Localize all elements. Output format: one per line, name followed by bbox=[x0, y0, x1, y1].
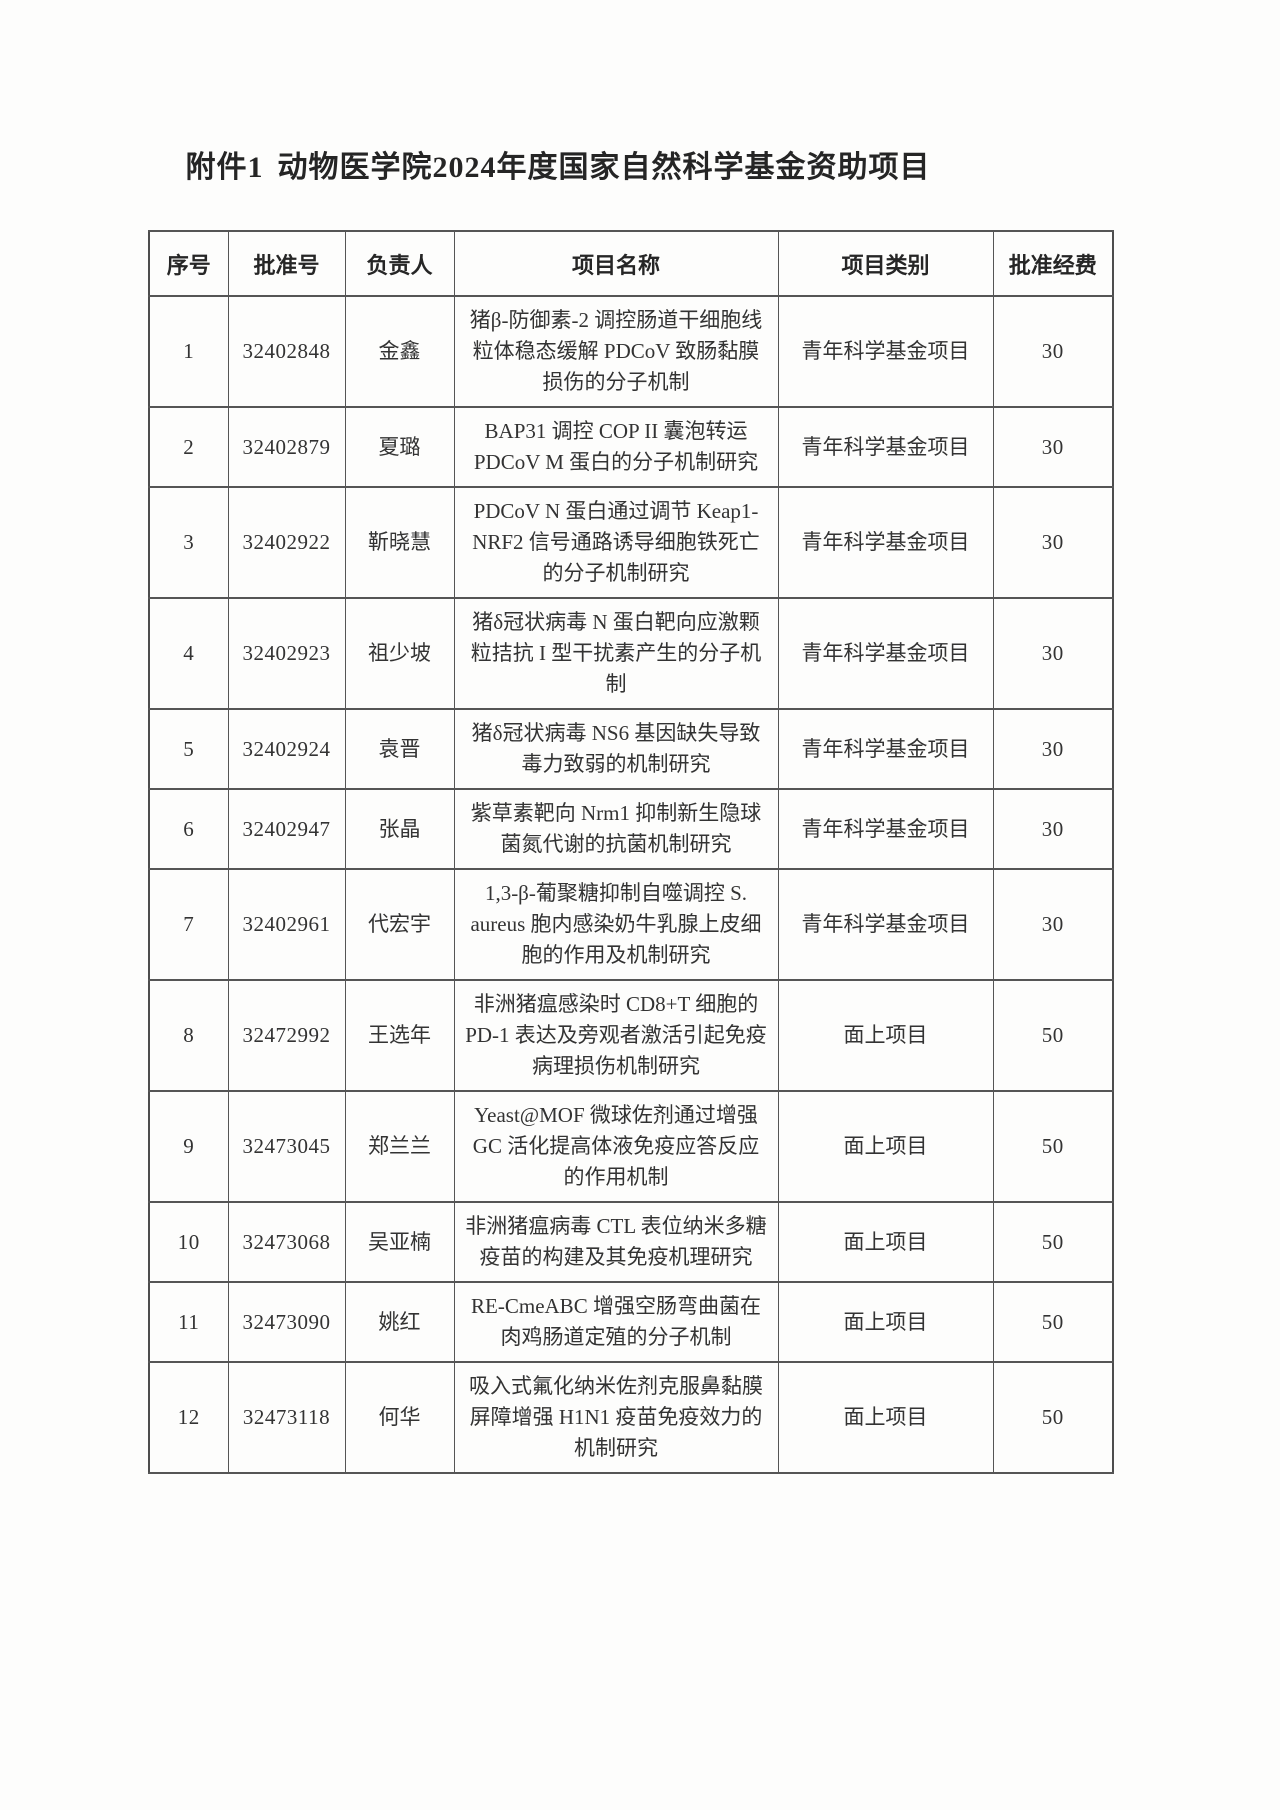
cell-serial: 7 bbox=[148, 868, 229, 981]
cell-category: 面上项目 bbox=[777, 1361, 994, 1474]
cell-category: 青年科学基金项目 bbox=[777, 597, 994, 710]
table-row: 11 32473090 姚红 RE-CmeABC 增强空肠弯曲菌在肉鸡肠道定殖的… bbox=[148, 1281, 1114, 1363]
cell-project-title: 猪δ冠状病毒 N 蛋白靶向应激颗粒拮抗 I 型干扰素产生的分子机制 bbox=[453, 597, 779, 710]
cell-pi-name: 王选年 bbox=[344, 979, 455, 1092]
cell-project-title: 猪δ冠状病毒 NS6 基因缺失导致毒力致弱的机制研究 bbox=[453, 708, 779, 790]
cell-grant-number: 32473045 bbox=[227, 1090, 346, 1203]
table-header-row: 序号 批准号 负责人 项目名称 项目类别 批准经费 bbox=[148, 230, 1114, 297]
cell-project-title: PDCoV N 蛋白通过调节 Keap1-NRF2 信号通路诱导细胞铁死亡的分子… bbox=[453, 486, 779, 599]
cell-project-title: 紫草素靶向 Nrm1 抑制新生隐球菌氮代谢的抗菌机制研究 bbox=[453, 788, 779, 870]
cell-serial: 6 bbox=[148, 788, 229, 870]
cell-pi-name: 张晶 bbox=[344, 788, 455, 870]
cell-budget: 30 bbox=[992, 295, 1114, 408]
cell-budget: 30 bbox=[992, 868, 1114, 981]
attachment-label: 附件1 bbox=[185, 151, 264, 184]
header-category: 项目类别 bbox=[777, 230, 994, 297]
cell-serial: 11 bbox=[148, 1281, 229, 1363]
cell-budget: 50 bbox=[992, 979, 1114, 1092]
cell-grant-number: 32402922 bbox=[227, 486, 346, 599]
table-row: 1 32402848 金鑫 猪β-防御素-2 调控肠道干细胞线粒体稳态缓解 PD… bbox=[148, 295, 1114, 408]
cell-serial: 1 bbox=[148, 295, 229, 408]
table-row: 8 32472992 王选年 非洲猪瘟感染时 CD8+T 细胞的 PD-1 表达… bbox=[148, 979, 1114, 1092]
cell-grant-number: 32402961 bbox=[227, 868, 346, 981]
cell-grant-number: 32402923 bbox=[227, 597, 346, 710]
cell-grant-number: 32402848 bbox=[227, 295, 346, 408]
cell-serial: 4 bbox=[148, 597, 229, 710]
cell-serial: 5 bbox=[148, 708, 229, 790]
cell-category: 青年科学基金项目 bbox=[777, 406, 994, 488]
cell-grant-number: 32402879 bbox=[227, 406, 346, 488]
cell-category: 青年科学基金项目 bbox=[777, 295, 994, 408]
cell-budget: 30 bbox=[992, 597, 1114, 710]
cell-budget: 30 bbox=[992, 788, 1114, 870]
cell-serial: 9 bbox=[148, 1090, 229, 1203]
cell-category: 面上项目 bbox=[777, 1201, 994, 1283]
cell-pi-name: 吴亚楠 bbox=[344, 1201, 455, 1283]
cell-project-title: 非洲猪瘟感染时 CD8+T 细胞的 PD-1 表达及旁观者激活引起免疫病理损伤机… bbox=[453, 979, 779, 1092]
cell-pi-name: 郑兰兰 bbox=[344, 1090, 455, 1203]
cell-project-title: 猪β-防御素-2 调控肠道干细胞线粒体稳态缓解 PDCoV 致肠黏膜损伤的分子机… bbox=[453, 295, 779, 408]
cell-serial: 2 bbox=[148, 406, 229, 488]
table-row: 5 32402924 袁晋 猪δ冠状病毒 NS6 基因缺失导致毒力致弱的机制研究… bbox=[148, 708, 1114, 790]
cell-category: 青年科学基金项目 bbox=[777, 868, 994, 981]
table-row: 2 32402879 夏璐 BAP31 调控 COP II 囊泡转运 PDCoV… bbox=[148, 406, 1114, 488]
cell-grant-number: 32472992 bbox=[227, 979, 346, 1092]
table-row: 6 32402947 张晶 紫草素靶向 Nrm1 抑制新生隐球菌氮代谢的抗菌机制… bbox=[148, 788, 1114, 870]
cell-budget: 50 bbox=[992, 1090, 1114, 1203]
header-serial: 序号 bbox=[148, 230, 229, 297]
cell-project-title: 非洲猪瘟病毒 CTL 表位纳米多糖疫苗的构建及其免疫机理研究 bbox=[453, 1201, 779, 1283]
table-row: 12 32473118 何华 吸入式氟化纳米佐剂克服鼻黏膜屏障增强 H1N1 疫… bbox=[148, 1361, 1114, 1474]
cell-grant-number: 32473068 bbox=[227, 1201, 346, 1283]
cell-pi-name: 代宏宇 bbox=[344, 868, 455, 981]
funded-projects-table: 序号 批准号 负责人 项目名称 项目类别 批准经费 1 32402848 金鑫 … bbox=[148, 230, 1114, 1474]
cell-project-title: RE-CmeABC 增强空肠弯曲菌在肉鸡肠道定殖的分子机制 bbox=[453, 1281, 779, 1363]
table-row: 7 32402961 代宏宇 1,3-β-葡聚糖抑制自噬调控 S. aureus… bbox=[148, 868, 1114, 981]
cell-grant-number: 32402947 bbox=[227, 788, 346, 870]
cell-project-title: 1,3-β-葡聚糖抑制自噬调控 S. aureus 胞内感染奶牛乳腺上皮细胞的作… bbox=[453, 868, 779, 981]
header-pi: 负责人 bbox=[344, 230, 455, 297]
cell-category: 面上项目 bbox=[777, 1090, 994, 1203]
table-row: 3 32402922 靳晓慧 PDCoV N 蛋白通过调节 Keap1-NRF2… bbox=[148, 486, 1114, 599]
cell-pi-name: 夏璐 bbox=[344, 406, 455, 488]
cell-category: 青年科学基金项目 bbox=[777, 788, 994, 870]
page-title-text: 动物医学院2024年度国家自然科学基金资助项目 bbox=[277, 151, 931, 184]
cell-project-title: 吸入式氟化纳米佐剂克服鼻黏膜屏障增强 H1N1 疫苗免疫效力的机制研究 bbox=[453, 1361, 779, 1474]
cell-serial: 3 bbox=[148, 486, 229, 599]
cell-budget: 50 bbox=[992, 1361, 1114, 1474]
cell-pi-name: 靳晓慧 bbox=[344, 486, 455, 599]
table-row: 4 32402923 祖少坡 猪δ冠状病毒 N 蛋白靶向应激颗粒拮抗 I 型干扰… bbox=[148, 597, 1114, 710]
cell-budget: 30 bbox=[992, 708, 1114, 790]
cell-budget: 30 bbox=[992, 486, 1114, 599]
cell-serial: 8 bbox=[148, 979, 229, 1092]
cell-project-title: BAP31 调控 COP II 囊泡转运 PDCoV M 蛋白的分子机制研究 bbox=[453, 406, 779, 488]
header-budget: 批准经费 bbox=[992, 230, 1114, 297]
cell-grant-number: 32402924 bbox=[227, 708, 346, 790]
header-project-title: 项目名称 bbox=[453, 230, 779, 297]
page-title: 附件1 动物医学院2024年度国家自然科学基金资助项目 bbox=[76, 0, 1040, 186]
cell-pi-name: 何华 bbox=[344, 1361, 455, 1474]
cell-category: 青年科学基金项目 bbox=[777, 486, 994, 599]
header-grant-number: 批准号 bbox=[227, 230, 346, 297]
cell-budget: 30 bbox=[992, 406, 1114, 488]
cell-pi-name: 金鑫 bbox=[344, 295, 455, 408]
cell-pi-name: 袁晋 bbox=[344, 708, 455, 790]
cell-serial: 12 bbox=[148, 1361, 229, 1474]
cell-category: 面上项目 bbox=[777, 979, 994, 1092]
cell-project-title: Yeast@MOF 微球佐剂通过增强 GC 活化提高体液免疫应答反应的作用机制 bbox=[453, 1090, 779, 1203]
cell-category: 面上项目 bbox=[777, 1281, 994, 1363]
cell-pi-name: 祖少坡 bbox=[344, 597, 455, 710]
table-row: 9 32473045 郑兰兰 Yeast@MOF 微球佐剂通过增强 GC 活化提… bbox=[148, 1090, 1114, 1203]
cell-grant-number: 32473090 bbox=[227, 1281, 346, 1363]
cell-category: 青年科学基金项目 bbox=[777, 708, 994, 790]
cell-serial: 10 bbox=[148, 1201, 229, 1283]
table-row: 10 32473068 吴亚楠 非洲猪瘟病毒 CTL 表位纳米多糖疫苗的构建及其… bbox=[148, 1201, 1114, 1283]
cell-pi-name: 姚红 bbox=[344, 1281, 455, 1363]
cell-grant-number: 32473118 bbox=[227, 1361, 346, 1474]
cell-budget: 50 bbox=[992, 1201, 1114, 1283]
cell-budget: 50 bbox=[992, 1281, 1114, 1363]
